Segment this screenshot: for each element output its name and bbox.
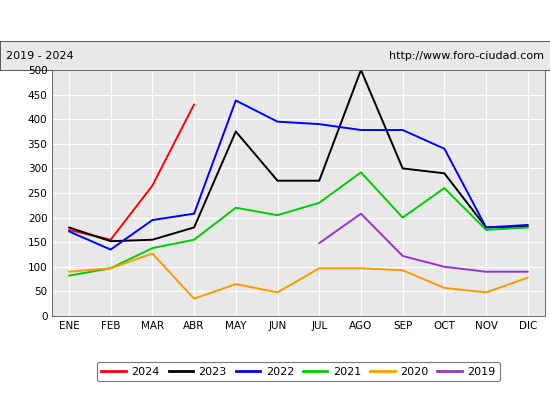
Text: 2019 - 2024: 2019 - 2024	[6, 51, 73, 61]
Legend: 2024, 2023, 2022, 2021, 2020, 2019: 2024, 2023, 2022, 2021, 2020, 2019	[97, 362, 500, 381]
Text: http://www.foro-ciudad.com: http://www.foro-ciudad.com	[389, 51, 544, 61]
Text: Evolucion Nº Turistas Extranjeros en el municipio de Hinojos: Evolucion Nº Turistas Extranjeros en el …	[54, 14, 496, 28]
